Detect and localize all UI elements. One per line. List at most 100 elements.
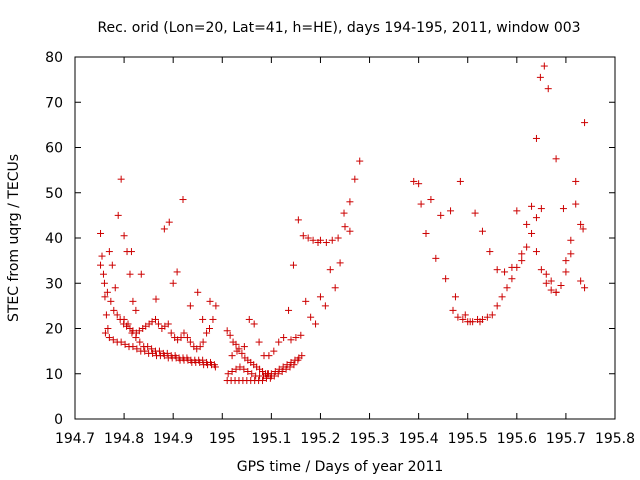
y-axis-title: STEC from uqrg / TECUs: [6, 154, 22, 322]
data-point: [336, 259, 344, 267]
data-point: [291, 356, 299, 364]
data-point: [518, 257, 526, 265]
data-point: [266, 374, 274, 382]
y-tick-label: 40: [45, 231, 63, 247]
data-point: [287, 358, 295, 366]
x-tick-label: 195.7: [546, 431, 586, 447]
data-point: [199, 338, 207, 346]
data-point: [577, 220, 585, 228]
data-point: [101, 293, 109, 301]
data-point: [260, 372, 268, 380]
data-point: [228, 352, 236, 360]
data-point: [152, 295, 160, 303]
data-point: [309, 236, 317, 244]
data-point: [552, 288, 560, 296]
data-point: [518, 250, 526, 258]
data-point: [295, 354, 303, 362]
data-point: [199, 315, 207, 323]
data-point: [259, 377, 267, 385]
y-tick-label: 60: [45, 141, 63, 157]
data-point: [144, 343, 152, 351]
data-point: [132, 306, 140, 314]
data-point: [104, 325, 112, 332]
data-point: [540, 62, 548, 70]
data-point: [304, 234, 312, 242]
data-point: [167, 329, 175, 337]
data-point: [97, 229, 105, 237]
data-point: [177, 334, 185, 342]
data-point: [212, 302, 220, 310]
data-point: [226, 331, 234, 339]
data-point: [110, 306, 118, 314]
data-point: [437, 211, 445, 219]
data-point: [532, 248, 540, 256]
data-point: [199, 356, 207, 364]
data-point: [567, 250, 575, 258]
data-point: [547, 286, 555, 294]
data-point: [432, 254, 440, 262]
data-point: [289, 261, 297, 269]
data-point: [194, 288, 202, 296]
data-point: [132, 334, 140, 342]
data-point: [271, 367, 279, 375]
data-point: [183, 354, 191, 362]
data-point: [285, 306, 293, 314]
data-point: [331, 284, 339, 292]
data-point: [186, 338, 194, 346]
data-point: [292, 334, 300, 342]
data-point: [557, 282, 565, 290]
data-point: [136, 338, 144, 346]
data-point: [542, 279, 550, 287]
plot-frame: [74, 56, 616, 420]
data-point: [240, 343, 248, 351]
data-point: [559, 205, 567, 213]
data-point: [248, 370, 256, 378]
x-tick-label: 195.2: [300, 431, 340, 447]
data-point: [316, 293, 324, 301]
data-point: [297, 331, 305, 339]
data-point: [99, 270, 107, 278]
x-axis: 194.7 194.8 194.9 195 195.1 195.2 195.3 195.4 19…: [55, 57, 635, 447]
data-point: [109, 336, 117, 344]
data-point: [567, 236, 575, 244]
data-point: [302, 297, 310, 305]
data-point: [129, 297, 137, 305]
data-point: [196, 343, 204, 351]
data-point: [173, 268, 181, 276]
data-point: [447, 207, 455, 215]
data-point: [141, 347, 149, 355]
data-point: [250, 320, 258, 328]
data-point: [478, 315, 486, 323]
data-point: [577, 277, 585, 285]
data-point: [321, 302, 329, 310]
data-point: [236, 363, 244, 371]
data-point: [299, 232, 307, 240]
data-point: [552, 155, 560, 163]
data-point: [454, 313, 462, 321]
data-point: [528, 202, 536, 210]
data-point: [117, 175, 125, 183]
data-point: [523, 243, 531, 251]
data-point: [334, 234, 342, 242]
data-point: [171, 352, 179, 360]
data-point: [114, 211, 122, 219]
data-point: [486, 248, 494, 256]
data-point: [121, 340, 129, 348]
data-point: [469, 318, 477, 326]
data-point: [129, 343, 137, 351]
data-point: [232, 365, 240, 373]
data-point: [341, 223, 349, 231]
data-point: [316, 236, 324, 244]
data-point: [493, 302, 501, 310]
data-point: [536, 73, 544, 81]
data-point: [283, 361, 291, 369]
x-tick-label: 195.8: [595, 431, 635, 447]
data-point: [340, 209, 348, 217]
data-point: [513, 207, 521, 215]
data-point: [137, 270, 145, 278]
data-point: [498, 293, 506, 301]
data-point: [255, 338, 263, 346]
data-point: [537, 266, 545, 274]
data-point: [120, 232, 128, 240]
